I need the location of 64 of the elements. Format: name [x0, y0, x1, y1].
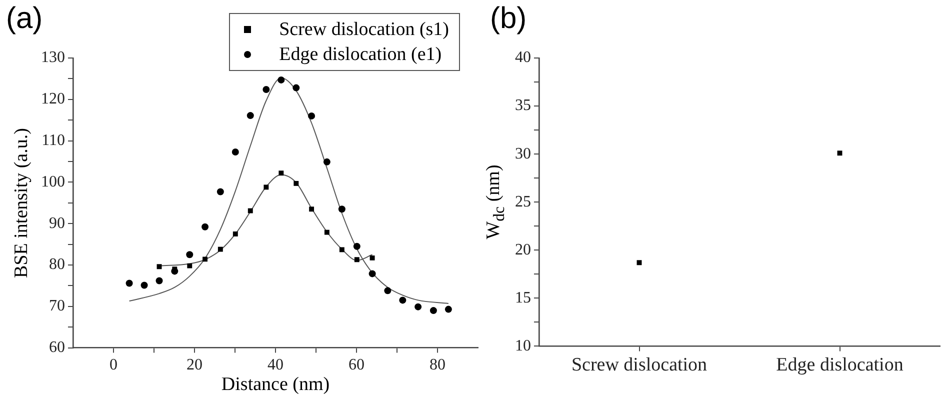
point: [292, 84, 300, 92]
y-tick-label: 100: [41, 173, 65, 190]
y-tick-label: 80: [49, 256, 65, 274]
point: [294, 180, 299, 186]
point: [262, 86, 270, 93]
y-tick-label: 25: [515, 193, 531, 210]
point: [246, 112, 254, 120]
point: [278, 170, 284, 176]
point: [353, 242, 360, 250]
point: [338, 206, 346, 213]
point: [202, 223, 209, 230]
point: [156, 277, 163, 284]
chart-title: (b): [490, 2, 527, 36]
line-series: [128, 77, 449, 304]
point: [186, 251, 194, 258]
x-axis-title: Distance (nm): [221, 374, 330, 396]
point: [218, 246, 223, 252]
y-tick-label: 60: [49, 339, 65, 356]
point: [126, 280, 133, 287]
point: [187, 263, 192, 268]
point: [308, 112, 316, 120]
y-tick-label: 40: [515, 49, 531, 66]
point: [278, 76, 285, 84]
point: [339, 247, 344, 252]
y-tick-label: 70: [49, 298, 65, 315]
point: [414, 303, 422, 310]
y-tick-label: 20: [515, 241, 531, 258]
legend-label: Screw dislocation (s1): [279, 18, 449, 42]
point: [232, 148, 239, 156]
y-tick-label: 10: [515, 337, 531, 354]
y-tick-label: 130: [41, 49, 65, 66]
point: [444, 306, 452, 313]
y-axis-title: BSE intensity (a.u.): [11, 128, 33, 278]
y-tick-label: 90: [49, 214, 65, 232]
point: [202, 256, 208, 262]
point: [324, 230, 330, 235]
x-tick-label: 20: [186, 356, 202, 374]
chart-title: (a): [6, 2, 43, 36]
y-tick-label: 30: [515, 145, 531, 162]
x-tick-label: 80: [430, 356, 446, 374]
point: [309, 206, 314, 212]
x-tick-label: 60: [348, 356, 364, 374]
y-tick-label: 120: [41, 90, 65, 108]
point: [264, 184, 269, 190]
point: [156, 264, 162, 270]
x-tick-label: Screw dislocation: [571, 354, 708, 376]
point: [323, 158, 330, 166]
point: [216, 188, 224, 196]
legend-label: Edge dislocation (e1): [279, 43, 442, 67]
point: [430, 307, 437, 314]
y-tick-label: 35: [515, 97, 531, 114]
point: [370, 255, 375, 260]
x-tick-label: 40: [268, 356, 284, 374]
point: [232, 231, 238, 236]
x-tick-label: Edge dislocation: [776, 354, 904, 376]
y-tick-label: 110: [42, 132, 65, 150]
point: [384, 287, 392, 294]
point: [354, 257, 360, 262]
x-tick-label: 0: [110, 356, 118, 374]
point: [248, 208, 253, 214]
y-tick-label: 15: [515, 289, 531, 306]
point: [399, 296, 406, 304]
point: [368, 270, 376, 278]
point: [140, 282, 148, 289]
